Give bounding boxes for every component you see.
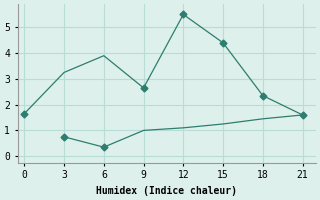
X-axis label: Humidex (Indice chaleur): Humidex (Indice chaleur) [96, 186, 237, 196]
